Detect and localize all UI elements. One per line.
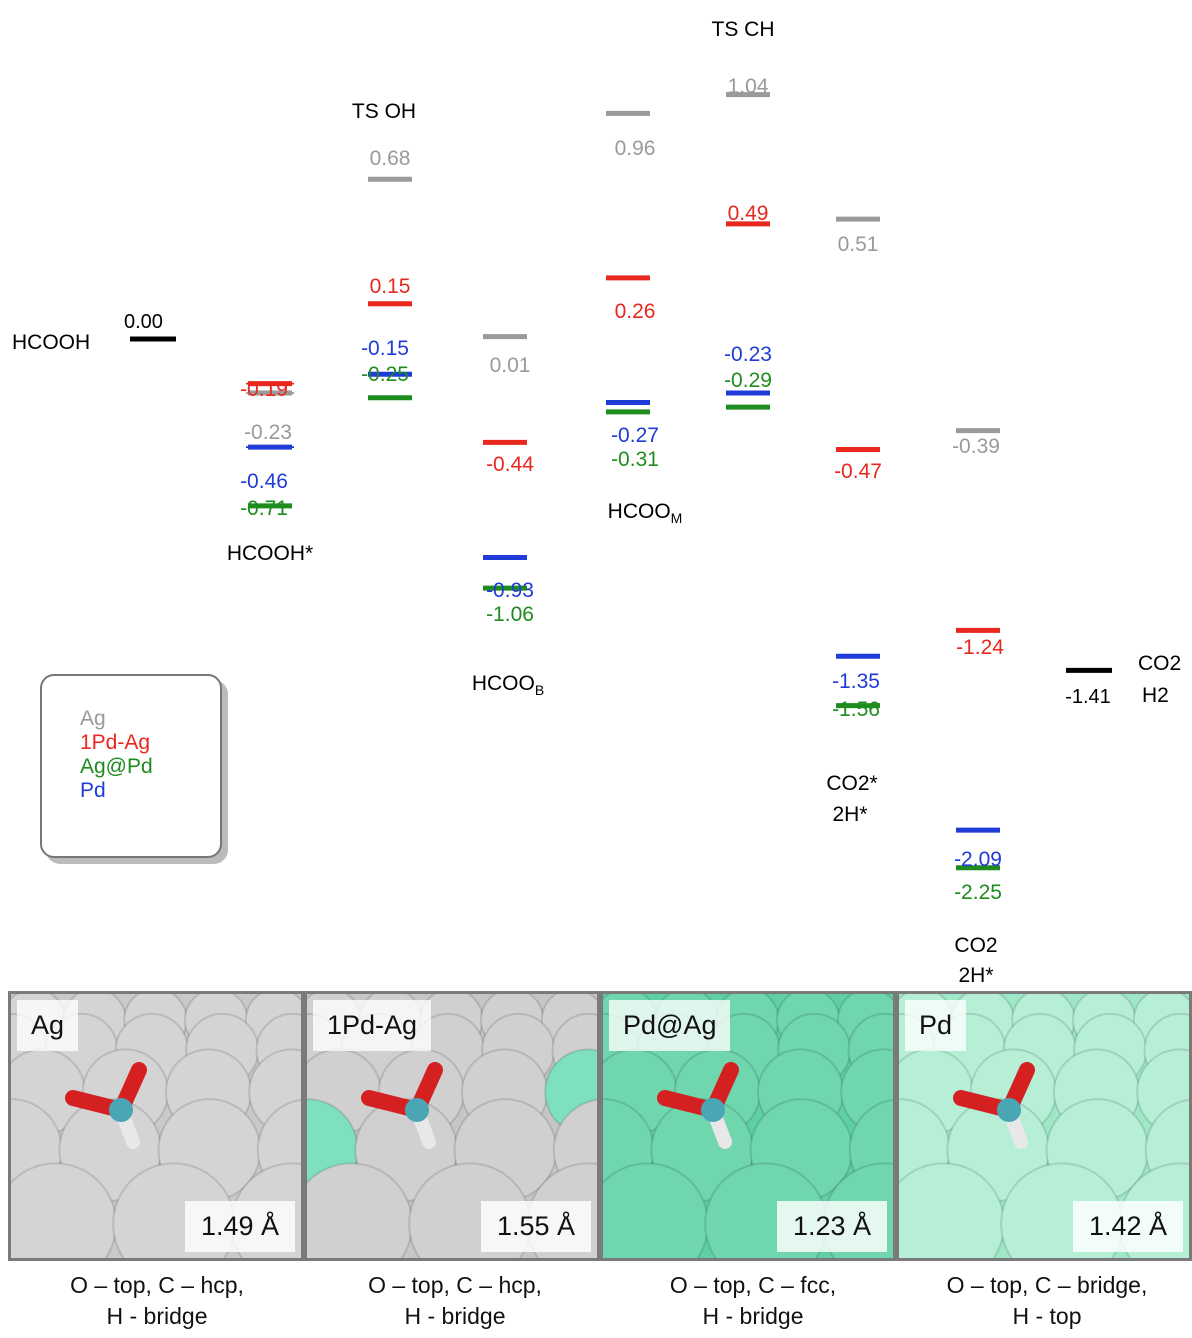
- label-ts-oh: TS OH: [352, 100, 416, 123]
- bond-distance: 1.23 Å: [776, 1201, 887, 1252]
- caption-line: H - bridge: [106, 1303, 208, 1329]
- value-label-1pd-ag: 0.15: [370, 275, 411, 298]
- formate-molecule: [953, 1062, 1035, 1149]
- label-hcoo-b: HCOOB: [472, 672, 544, 698]
- energy-diagram: HCOOH 0.00 -1.41 CO2 H2 -0.23 0.68 0.01 0.96 1.04…: [12, 18, 1181, 987]
- caption-line: H - bridge: [702, 1303, 804, 1329]
- label-2h-ads-1: 2H*: [832, 803, 867, 826]
- value-label-pd: -2.09: [954, 848, 1002, 871]
- legend: Ag 1Pd-Ag Ag@Pd Pd: [40, 674, 222, 858]
- caption-line: O – top, C – hcp,: [70, 1272, 244, 1298]
- value-label-1pd-ag: -0.19: [240, 378, 288, 401]
- value-label-1pd-ag: 0.49: [728, 202, 769, 225]
- caption-ag: O – top, C – hcp, H - bridge: [8, 1270, 306, 1332]
- bond-distance: 1.42 Å: [1072, 1201, 1183, 1252]
- value-label-ag: -0.39: [952, 435, 1000, 458]
- caption-line: O – top, C – fcc,: [669, 1272, 837, 1298]
- value-label-1pd-ag: -0.44: [486, 453, 534, 476]
- value-label-ag-pd: -2.25: [954, 881, 1002, 904]
- end-label-h2: H2: [1142, 684, 1169, 707]
- caption-line: H - top: [1012, 1303, 1082, 1329]
- value-label-1pd-ag: -0.47: [834, 460, 882, 483]
- value-label-pd: -0.27: [611, 424, 659, 447]
- bond-distance: 1.55 Å: [480, 1201, 591, 1252]
- legend-item-1pd-ag: 1Pd-Ag: [80, 731, 151, 754]
- value-label-ag-pd: -1.06: [486, 603, 534, 626]
- value-label-ag-pd: -1.56: [832, 698, 880, 721]
- start-label: HCOOH: [12, 331, 90, 354]
- caption-pd-at-ag: O – top, C – fcc, H - bridge: [604, 1270, 902, 1332]
- legend-item-ag: Ag: [80, 707, 106, 730]
- label-hcoo-m: HCOOM: [608, 500, 683, 526]
- formate-molecule: [657, 1062, 739, 1149]
- panel-label: Pd@Ag: [609, 1000, 731, 1051]
- value-label-1pd-ag: 0.26: [615, 300, 656, 323]
- value-label-ag: -0.23: [244, 421, 292, 444]
- value-label-pd: -0.15: [361, 337, 409, 360]
- panel-1pd-ag: 1Pd-Ag 1.55 Å: [304, 991, 600, 1261]
- value-label-pd: -1.35: [832, 670, 880, 693]
- value-label-pd: -0.46: [240, 470, 288, 493]
- value-label-ag: 0.01: [490, 354, 531, 377]
- end-label-co2: CO2: [1138, 652, 1181, 675]
- value-label-pd: -0.93: [486, 579, 534, 602]
- value-label-ag: 0.68: [370, 147, 411, 170]
- label-2h-ads-2: 2H*: [958, 964, 993, 987]
- label-co2-ads: CO2*: [826, 772, 877, 795]
- formate-molecule: [361, 1062, 443, 1149]
- value-label-ag: 1.04: [728, 75, 769, 98]
- panel-label: 1Pd-Ag: [313, 1000, 432, 1051]
- value-label-pd: -0.23: [724, 343, 772, 366]
- start-value: 0.00: [124, 311, 163, 333]
- panel-ag: Ag 1.49 Å: [8, 991, 304, 1261]
- panel-label: Pd: [905, 1000, 967, 1051]
- value-label-ag: 0.51: [838, 233, 879, 256]
- bond-distance: 1.49 Å: [184, 1201, 295, 1252]
- label-co2: CO2: [954, 934, 997, 957]
- panel-label: Ag: [17, 1000, 79, 1051]
- caption-line: O – top, C – bridge,: [946, 1272, 1148, 1298]
- end-value: -1.41: [1065, 686, 1111, 708]
- value-label-ag-pd: -0.71: [240, 497, 288, 520]
- label-hcooh-ads: HCOOH*: [227, 542, 313, 565]
- value-label-ag-pd: -0.31: [611, 448, 659, 471]
- formate-molecule: [65, 1062, 147, 1149]
- value-label-ag: 0.96: [615, 137, 656, 160]
- panel-pd-at-ag: Pd@Ag 1.23 Å: [600, 991, 896, 1261]
- panel-pd: Pd 1.42 Å: [896, 991, 1192, 1261]
- caption-pd: O – top, C – bridge, H - top: [898, 1270, 1192, 1332]
- caption-line: H - bridge: [404, 1303, 506, 1329]
- label-ts-ch: TS CH: [712, 18, 775, 41]
- structure-panels: Ag 1.49 Å 1Pd-Ag 1.55 Å Pd@Ag 1.23 Å Pd …: [8, 991, 1192, 1261]
- caption-1pd-ag: O – top, C – hcp, H - bridge: [306, 1270, 604, 1332]
- value-label-1pd-ag: -1.24: [956, 636, 1004, 659]
- value-label-ag-pd: -0.25: [361, 363, 409, 386]
- legend-item-pd: Pd: [80, 779, 106, 802]
- legend-item-ag-at-pd: Ag@Pd: [80, 755, 153, 778]
- value-label-ag-pd: -0.29: [724, 369, 772, 392]
- caption-line: O – top, C – hcp,: [368, 1272, 542, 1298]
